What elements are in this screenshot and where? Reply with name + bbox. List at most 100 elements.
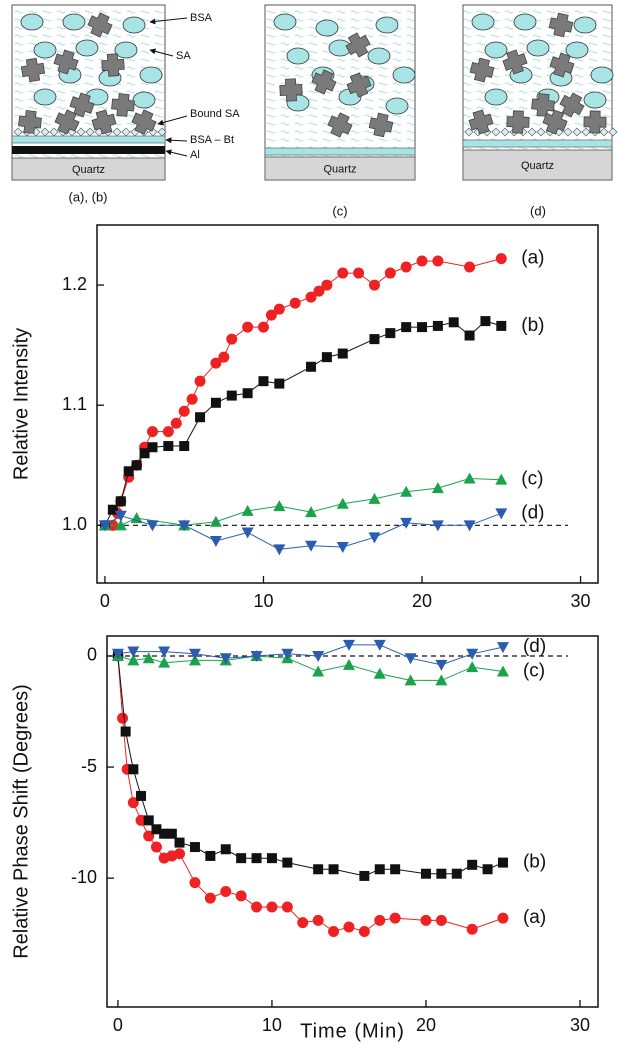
series-line [117,655,504,933]
panel: Quartz [462,4,618,181]
x-tick-label: 20 [412,591,432,611]
chart: 0 10 20 30 1.0 1.1 1.2 Relative Intensity (a) (b)… [10,224,599,611]
point [435,674,448,686]
series-label: (d) [521,502,544,523]
bsa-molecule [471,13,495,31]
point [178,405,190,417]
bsa-molecule [513,13,537,31]
point [374,914,386,926]
point [178,520,191,532]
bsa-molecule [392,66,416,84]
point [117,712,129,724]
point [480,316,491,327]
series-label: (d) [523,636,546,657]
point [115,496,126,507]
sa-molecule [583,110,607,134]
point [448,317,459,328]
bsa-bt-layer [462,139,613,148]
sa-molecule [91,109,117,135]
point [107,504,118,515]
point [466,648,479,660]
point [218,351,230,363]
sa-molecule [345,32,371,58]
point [343,921,355,933]
series-line [117,644,504,666]
point [297,917,309,929]
point [174,848,186,860]
point [312,650,325,662]
point [312,665,325,677]
point [128,764,139,775]
point [313,864,324,875]
point [282,857,293,868]
panel: Quartz [264,4,416,181]
point [242,388,253,399]
point [281,901,293,913]
caption: (a), (b) [69,189,108,204]
point [226,333,238,345]
label-bound-sa: Bound SA [190,108,240,120]
series-line [104,320,502,526]
y-tick-label: 1.0 [62,514,87,534]
point [328,925,340,937]
bsa-molecule [583,91,607,109]
point [497,857,508,868]
point [111,648,124,660]
bsa-molecule [122,16,146,34]
point [463,472,476,484]
quartz-label: Quartz [521,160,554,172]
series: (a) [107,248,545,531]
point [416,255,428,267]
sa-molecule [101,53,125,77]
sa-molecule [346,72,372,98]
series-label: (b) [523,852,546,873]
point [321,352,332,363]
point [321,279,333,291]
point [431,482,444,494]
point [98,520,111,532]
point [306,361,317,372]
bsa-molecule [484,88,508,106]
bsa-molecule [484,41,508,59]
biotin [500,127,510,137]
point [466,661,479,673]
bsa-molecule [375,16,399,34]
arrow [149,48,174,57]
bsa-molecule [139,66,163,84]
plot-frame [96,224,599,584]
point [143,815,154,826]
point [242,321,254,333]
series-label: (a) [523,907,546,928]
point [210,357,222,369]
point [466,923,478,935]
bsa-molecule [565,41,589,59]
x-tick-label: 30 [570,1015,590,1035]
point [328,864,339,875]
point [353,267,365,279]
point [373,639,386,651]
x-tick-label: 0 [100,591,110,611]
point [305,540,318,552]
point [251,901,263,913]
arrow [157,115,188,126]
bsa-molecule [62,13,86,31]
biotin [599,127,609,137]
point [274,378,285,389]
point [390,864,401,875]
point [342,658,355,670]
sa-molecule [311,69,337,95]
arrow [165,137,188,144]
series: (c) [111,649,545,686]
y-tick-label: -5 [81,756,97,776]
point [313,285,325,297]
point [368,492,381,504]
quartz-layer [11,157,166,181]
point [130,512,143,524]
bsa-bt-layer [264,147,416,156]
sa-molecule [54,109,80,135]
sa-molecule [53,49,79,75]
point [464,261,476,273]
bsa-molecule [526,39,550,57]
bsa-molecule [367,47,391,65]
